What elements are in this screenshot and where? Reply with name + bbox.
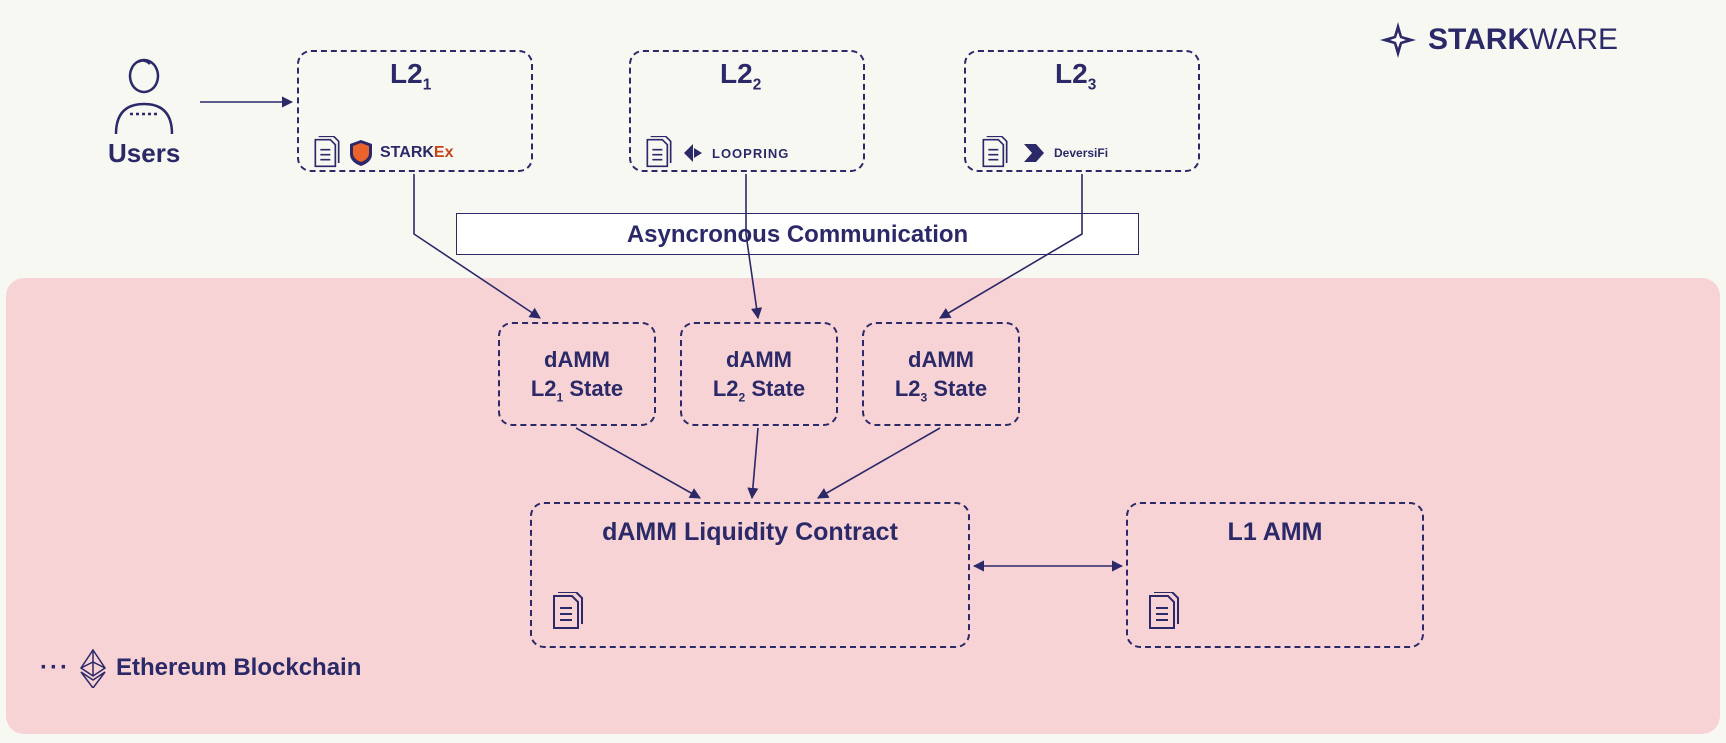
document-icon [644, 136, 674, 170]
document-icon [312, 136, 342, 170]
state-box-1: dAMML21 State [498, 322, 656, 426]
document-icon [980, 136, 1010, 170]
document-icon [550, 592, 586, 632]
users-label: Users [108, 138, 180, 169]
dots-decoration: ··· [40, 654, 70, 682]
brand-logo: STARKWARE [1378, 20, 1618, 60]
brand-text-2: WARE [1529, 23, 1618, 56]
damm-liquidity-contract-box: dAMM Liquidity Contract [530, 502, 970, 648]
state-text-3: dAMML23 State [864, 346, 1018, 406]
l1amm-title: L1 AMM [1128, 518, 1422, 547]
l2-title-3: L23 [1055, 58, 1096, 95]
l2-logo-3: DeversiFi [980, 136, 1108, 170]
eth-text: Ethereum Blockchain [116, 654, 361, 682]
state-text-2: dAMML22 State [682, 346, 836, 406]
state-text-1: dAMML21 State [500, 346, 654, 406]
starkware-star-icon [1378, 20, 1418, 60]
user-icon [108, 54, 180, 138]
liquidity-title: dAMM Liquidity Contract [532, 518, 968, 547]
l2-logo-2: LOOPRING [644, 136, 789, 170]
l2-title-2: L22 [720, 58, 761, 95]
async-label: Asyncronous Communication [627, 221, 968, 248]
state-box-3: dAMML23 State [862, 322, 1020, 426]
document-icon [1146, 592, 1182, 632]
l1-amm-box: L1 AMM [1126, 502, 1424, 648]
state-box-2: dAMML22 State [680, 322, 838, 426]
l2-title-1: L21 [390, 58, 431, 95]
loopring-icon [682, 142, 704, 164]
ethereum-icon [80, 648, 106, 688]
users-node: Users [108, 54, 180, 169]
l2-logo-1: STARKEx [312, 136, 454, 170]
brand-text-1: STARK [1428, 23, 1529, 56]
ethereum-blockchain-label: ··· Ethereum Blockchain [40, 648, 361, 688]
starkex-shield-icon [350, 140, 372, 166]
deversifi-icon [1018, 142, 1046, 164]
async-communication-bar: Asyncronous Communication [456, 213, 1139, 255]
